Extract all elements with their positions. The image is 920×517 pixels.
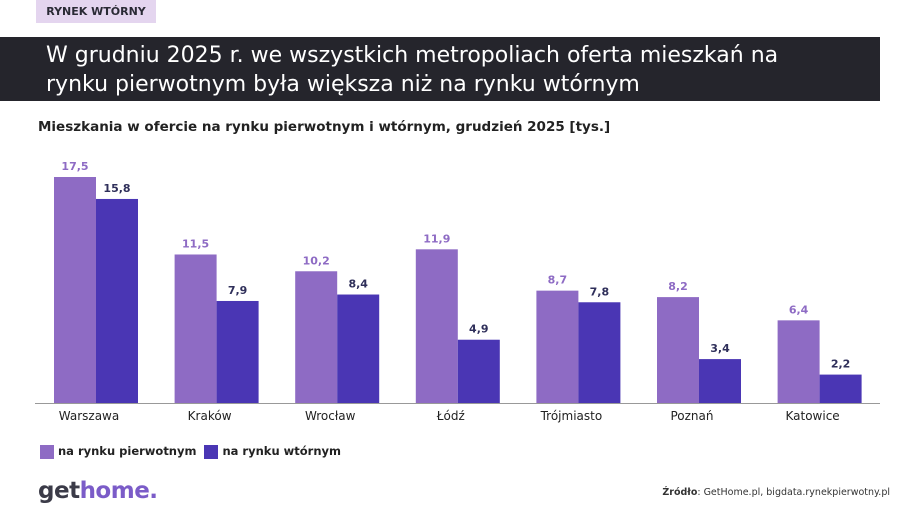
data-label: 3,4 <box>710 342 730 355</box>
data-label: 8,4 <box>348 278 368 291</box>
legend-label: na rynku pierwotnym <box>58 444 197 458</box>
headline-bar: W grudniu 2025 r. we wszystkich metropol… <box>0 37 880 101</box>
bar <box>54 177 96 403</box>
data-label: 7,8 <box>590 285 610 298</box>
headline: W grudniu 2025 r. we wszystkich metropol… <box>46 43 779 97</box>
data-label: 8,7 <box>548 274 568 287</box>
legend: na rynku pierwotnym na rynku wtórnym <box>40 444 341 459</box>
category-label: Poznań <box>670 409 713 423</box>
legend-item-secondary: na rynku wtórnym <box>204 444 341 459</box>
bar <box>657 297 699 403</box>
data-label: 11,9 <box>423 232 450 245</box>
data-label: 17,5 <box>61 160 88 173</box>
data-label: 6,4 <box>789 303 809 316</box>
data-label: 15,8 <box>103 182 130 195</box>
source-note: Źródło: GetHome.pl, bigdata.rynekpierwot… <box>662 487 890 498</box>
chart-title: Mieszkania w ofercie na rynku pierwotnym… <box>38 119 611 135</box>
bar <box>699 359 741 403</box>
bar <box>819 374 862 403</box>
bar <box>96 198 138 403</box>
data-label: 4,9 <box>469 323 489 336</box>
category-label: Łódź <box>436 409 465 423</box>
bar <box>295 271 338 403</box>
bar <box>777 320 820 403</box>
legend-swatch <box>40 444 54 459</box>
bar <box>337 294 380 403</box>
bar <box>578 302 621 403</box>
category-label: Trójmiasto <box>540 409 603 423</box>
section-tag: RYNEK WTÓRNY <box>36 0 156 23</box>
data-label: 8,2 <box>668 280 688 293</box>
category-label: Katowice <box>786 409 840 423</box>
bar <box>536 290 579 403</box>
data-label: 2,2 <box>831 358 851 371</box>
legend-swatch <box>204 444 219 459</box>
legend-item-primary: na rynku pierwotnym <box>40 444 196 459</box>
bar <box>457 339 500 403</box>
category-label: Wrocław <box>305 409 356 423</box>
data-label: 11,5 <box>182 237 209 250</box>
category-label: Kraków <box>188 409 232 423</box>
data-label: 10,2 <box>303 254 330 267</box>
data-label: 7,9 <box>228 284 248 297</box>
bar <box>216 300 259 403</box>
gethome-logo: gethome. <box>38 478 158 504</box>
bar <box>415 249 458 403</box>
category-label: Warszawa <box>59 409 119 423</box>
legend-label: na rynku wtórnym <box>222 444 341 458</box>
bar <box>174 254 217 403</box>
